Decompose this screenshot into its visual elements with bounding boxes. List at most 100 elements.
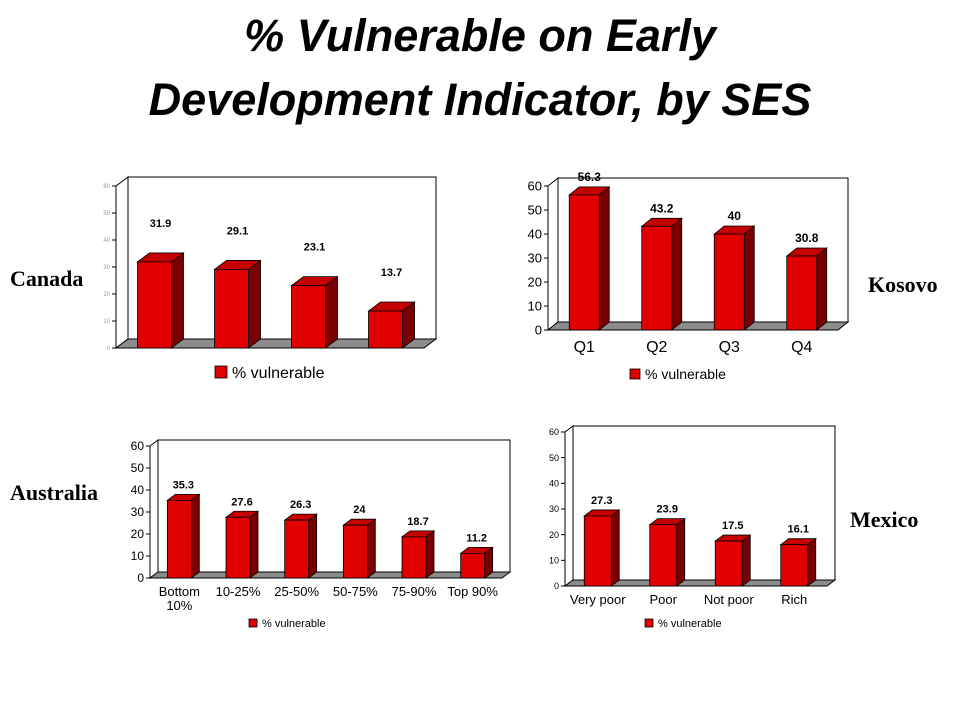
- y-tick-label: 60: [131, 439, 145, 453]
- bar-chart-canada: 0 10 20 30 40 50 60 31.9 29.1 23.1 13.7 % vulnerabl…: [103, 176, 438, 382]
- y-tick-label: 30: [528, 251, 542, 266]
- bar-side-face: [671, 217, 683, 331]
- bar-4: [785, 247, 828, 331]
- x-tick-label: Q4: [791, 339, 812, 356]
- y-tick-label: 40: [549, 478, 559, 488]
- bar-side-face: [190, 493, 200, 579]
- data-label: 23.1: [304, 242, 325, 254]
- y-tick-label: 40: [528, 227, 542, 242]
- plot-side-wall: [547, 176, 559, 332]
- bar-chart-mexico: 0 10 20 30 40 50 60 27.3 Very poor 23.9 Poor 17.5 No…: [549, 425, 837, 630]
- y-tick-label: 10: [528, 299, 542, 314]
- y-tick-label: 10: [549, 555, 559, 565]
- bar-1: [583, 509, 621, 587]
- plot-side-wall: [149, 439, 159, 579]
- y-tick-label: 30: [103, 265, 110, 271]
- bar-side-face: [807, 537, 817, 587]
- legend: % vulnerable: [214, 365, 325, 382]
- legend-label: % vulnerable: [658, 618, 722, 630]
- bar-2: [213, 259, 262, 349]
- data-label: 30.8: [795, 231, 819, 245]
- legend-swatch: [644, 618, 654, 628]
- bar-2: [224, 510, 260, 579]
- x-tick-label: Rich: [781, 592, 807, 607]
- legend-swatch: [629, 368, 641, 380]
- bar-side-face: [171, 252, 184, 349]
- data-label: 23.9: [657, 504, 678, 516]
- y-tick-label: 50: [131, 461, 145, 475]
- country-label-mexico: Mexico: [850, 507, 919, 532]
- bar-side-face: [366, 518, 376, 579]
- bar-front-face: [166, 499, 192, 579]
- bar-chart-kosovo: 0 10 20 30 40 50 60 56.3 Q1 43.2 Q2 40 Q3 30.8 Q4 % vul…: [528, 170, 850, 382]
- bar-3: [714, 534, 752, 587]
- plot-floor: [148, 571, 512, 579]
- bar-4: [367, 301, 416, 349]
- bar-side-face: [308, 513, 318, 579]
- data-label: 40: [728, 209, 742, 223]
- y-tick-label: 20: [103, 292, 110, 298]
- data-label: 29.1: [227, 225, 248, 237]
- bar-front-face: [641, 225, 673, 331]
- y-tick-label: 0: [107, 346, 111, 352]
- y-tick-label: 60: [103, 184, 110, 190]
- bar-side-face: [610, 509, 620, 587]
- data-label: 35.3: [173, 479, 194, 491]
- x-tick-label: 10-25%: [216, 584, 261, 599]
- bar-3: [290, 275, 339, 349]
- y-tick-label: 40: [103, 238, 110, 244]
- x-tick-label: 10%: [166, 598, 192, 613]
- data-label: 17.5: [722, 520, 743, 532]
- country-label-kosovo: Kosovo: [868, 272, 938, 297]
- country-label-canada: Canada: [10, 266, 84, 291]
- data-label: 31.9: [150, 218, 171, 230]
- x-tick-label: Not poor: [704, 592, 755, 607]
- x-tick-label: Top 90%: [447, 584, 498, 599]
- bar-front-face: [284, 519, 310, 579]
- data-label: 27.6: [231, 496, 252, 508]
- bar-front-face: [460, 552, 486, 579]
- x-tick-label: Q1: [574, 339, 595, 356]
- y-tick-label: 30: [131, 505, 145, 519]
- plot-side-wall: [564, 425, 574, 587]
- x-tick-label: 75-90%: [392, 584, 437, 599]
- legend: % vulnerable: [644, 618, 722, 630]
- y-tick-label: 60: [528, 179, 542, 194]
- country-label-australia: Australia: [10, 480, 98, 505]
- bar-1: [136, 252, 185, 349]
- bar-front-face: [786, 255, 818, 331]
- y-tick-label: 60: [549, 427, 559, 437]
- y-tick-label: 20: [528, 275, 542, 290]
- bar-front-face: [568, 194, 600, 331]
- bar-4: [342, 518, 377, 579]
- plot-back-wall: [157, 439, 511, 573]
- bar-side-face: [598, 186, 610, 331]
- legend-label: % vulnerable: [262, 618, 326, 630]
- data-label: 43.2: [650, 201, 674, 215]
- bar-side-face: [741, 534, 751, 587]
- x-tick-label: Q2: [646, 339, 667, 356]
- data-label: 11.2: [466, 532, 487, 544]
- bar-front-face: [583, 515, 612, 587]
- bar-front-face: [649, 524, 678, 587]
- data-label: 16.1: [788, 524, 809, 536]
- y-tick-label: 0: [554, 581, 559, 591]
- bar-front-face: [342, 524, 368, 579]
- bar-front-face: [137, 261, 172, 349]
- y-tick-label: 40: [131, 483, 145, 497]
- y-tick-label: 20: [549, 530, 559, 540]
- bar-front-face: [780, 544, 809, 587]
- bar-2: [648, 517, 686, 587]
- data-label: 24: [353, 504, 366, 516]
- legend: % vulnerable: [629, 366, 726, 382]
- bar-side-face: [425, 530, 435, 579]
- y-tick-label: 10: [131, 549, 145, 563]
- bar-3: [283, 513, 318, 579]
- page-title-line-1: % Vulnerable on Early: [244, 10, 716, 61]
- bar-side-face: [248, 259, 261, 349]
- legend-label: % vulnerable: [645, 366, 726, 382]
- bar-front-face: [368, 310, 403, 349]
- bar-side-face: [816, 247, 828, 331]
- bar-front-face: [225, 516, 251, 579]
